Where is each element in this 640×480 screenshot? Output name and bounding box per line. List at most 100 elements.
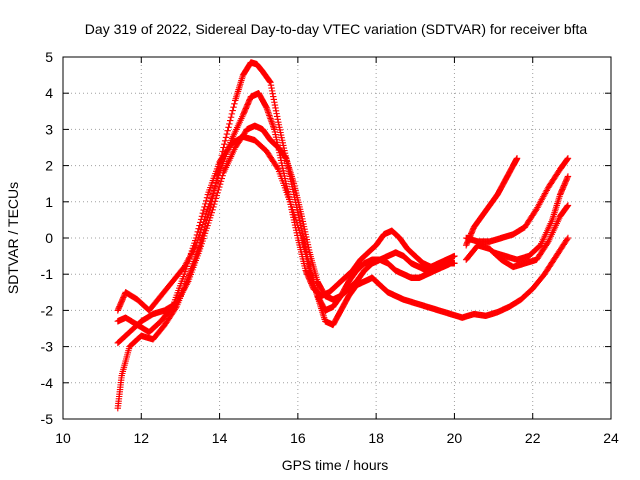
data-point-marker <box>269 121 276 128</box>
x-tick-label: 24 <box>603 430 619 446</box>
x-tick-label: 18 <box>368 430 384 446</box>
data-point-marker <box>193 231 201 239</box>
data-point-marker <box>267 115 274 122</box>
x-tick-label: 20 <box>447 430 463 446</box>
series-track-rise-a <box>462 155 521 249</box>
data-point-marker <box>272 107 280 114</box>
data-point-marker <box>281 153 289 161</box>
data-point-marker <box>201 203 208 211</box>
data-point-marker <box>564 173 572 180</box>
series-track-rise-b <box>462 155 572 245</box>
data-point-marker <box>271 101 279 109</box>
data-layer <box>114 59 572 412</box>
data-point-marker <box>213 192 220 199</box>
data-point-marker <box>202 200 209 208</box>
data-point-marker <box>228 110 236 118</box>
data-point-marker <box>184 279 191 287</box>
data-point-marker <box>266 78 274 85</box>
data-point-marker <box>202 197 210 204</box>
data-point-marker <box>200 206 207 214</box>
grid-layer <box>63 57 611 419</box>
data-point-marker <box>263 106 271 113</box>
data-point-marker <box>270 123 277 130</box>
data-point-marker <box>221 140 228 148</box>
data-point-marker <box>268 118 275 125</box>
y-tick-label: 5 <box>45 49 53 65</box>
data-point-marker <box>217 178 225 185</box>
data-point-marker <box>270 96 278 103</box>
y-axis-label: SDTVAR / TECUs <box>5 182 21 294</box>
data-point-marker <box>224 127 231 134</box>
data-point-marker <box>216 183 223 191</box>
data-point-marker <box>265 110 272 118</box>
data-point-marker <box>564 155 571 163</box>
x-tick-label: 22 <box>525 430 541 446</box>
series-track-mid <box>114 122 454 347</box>
y-tick-label: -3 <box>41 339 54 355</box>
data-point-marker <box>209 206 216 214</box>
data-point-marker <box>563 203 571 211</box>
data-point-marker <box>564 202 571 210</box>
data-point-marker <box>270 93 277 100</box>
y-tick-label: -5 <box>41 411 54 427</box>
x-tick-label: 14 <box>212 430 228 446</box>
y-tick-label: 1 <box>45 194 53 210</box>
data-point-marker <box>564 234 572 242</box>
data-point-marker <box>226 117 234 124</box>
data-point-marker <box>273 113 281 120</box>
data-point-marker <box>218 175 226 182</box>
x-tick-label: 16 <box>290 430 306 446</box>
data-point-marker <box>267 81 275 89</box>
y-tick-label: -4 <box>41 375 54 391</box>
data-point-marker <box>221 137 229 144</box>
y-tick-label: -2 <box>41 302 54 318</box>
data-point-marker <box>231 100 238 108</box>
data-point-marker <box>225 124 232 131</box>
data-point-marker <box>563 236 571 243</box>
data-point-marker <box>214 189 221 196</box>
data-point-marker <box>210 203 217 211</box>
data-point-marker <box>226 120 233 128</box>
y-tick-label: 3 <box>45 121 53 137</box>
data-point-marker <box>216 181 224 188</box>
data-point-marker <box>199 209 206 217</box>
data-point-marker <box>271 99 278 106</box>
data-point-marker <box>196 222 203 229</box>
data-point-marker <box>270 124 278 132</box>
data-point-marker <box>222 134 230 141</box>
data-point-marker <box>274 164 281 172</box>
data-point-marker <box>272 104 279 112</box>
y-tick-label: 2 <box>45 158 53 174</box>
data-point-marker <box>267 79 274 86</box>
data-point-marker <box>227 114 235 121</box>
series-track-lower <box>114 133 572 336</box>
data-point-marker <box>203 194 211 201</box>
data-point-marker <box>451 252 458 260</box>
data-point-marker <box>219 172 226 179</box>
x-tick-label: 12 <box>133 430 149 446</box>
data-point-marker <box>211 198 219 205</box>
data-point-marker <box>198 213 206 220</box>
chart-title: Day 319 of 2022, Sidereal Day-to-day VTE… <box>85 21 588 37</box>
data-point-marker <box>266 113 274 121</box>
data-point-marker <box>212 195 220 202</box>
data-point-marker <box>197 216 205 223</box>
data-point-marker <box>229 107 236 114</box>
data-point-marker <box>192 234 200 242</box>
data-point-marker <box>194 228 201 235</box>
data-point-marker <box>564 155 572 162</box>
data-point-marker <box>208 209 215 216</box>
data-point-marker <box>273 110 280 117</box>
data-point-marker <box>268 87 276 95</box>
y-tick-label: 4 <box>45 85 53 101</box>
data-point-marker <box>223 130 231 138</box>
data-point-marker <box>168 304 175 312</box>
y-tick-label: -1 <box>41 266 54 282</box>
data-point-marker <box>195 225 202 232</box>
data-point-marker <box>563 156 571 164</box>
data-point-marker <box>215 186 222 194</box>
data-point-marker <box>447 260 454 267</box>
